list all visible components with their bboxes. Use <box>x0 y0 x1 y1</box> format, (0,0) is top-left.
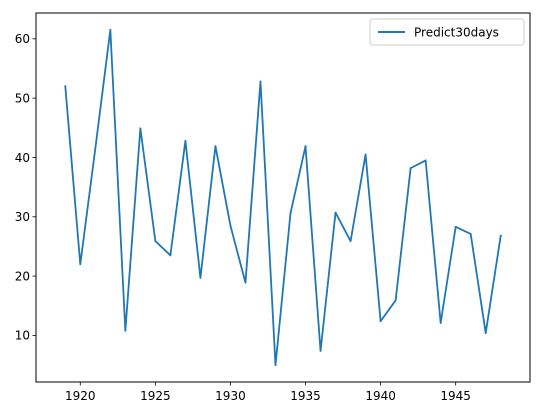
data-point <box>349 240 352 243</box>
data-point <box>214 145 217 148</box>
y-tick-label: 50 <box>15 91 30 105</box>
data-point <box>184 139 187 142</box>
data-point <box>304 145 307 148</box>
y-tick-label: 10 <box>15 329 30 343</box>
y-tick-label: 30 <box>15 210 30 224</box>
data-point <box>229 224 232 227</box>
data-point <box>319 349 322 352</box>
x-tick-label: 1940 <box>365 389 396 403</box>
data-point <box>379 320 382 323</box>
data-point <box>259 80 262 83</box>
data-point <box>469 233 472 235</box>
data-point <box>424 159 427 162</box>
data-point <box>484 332 487 334</box>
series-line-0 <box>64 29 502 366</box>
data-point <box>169 254 172 257</box>
y-tick-label: 60 <box>15 32 30 46</box>
x-tick-label: 1945 <box>440 389 471 403</box>
data-point <box>394 299 397 302</box>
data-point <box>109 29 112 31</box>
y-axis: 10 20 30 40 50 60 <box>15 32 36 343</box>
x-tick-label: 1935 <box>290 389 321 403</box>
data-point <box>334 211 337 214</box>
plot-frame <box>35 12 531 383</box>
x-tick-label: 1930 <box>215 389 246 403</box>
x-tick-label: 1920 <box>65 389 96 403</box>
data-point <box>64 85 67 88</box>
data-point <box>499 234 502 237</box>
data-point <box>244 281 247 284</box>
legend-box <box>369 18 525 46</box>
data-point <box>124 329 127 332</box>
series-layer <box>64 29 502 366</box>
legend-label-predict30days: Predict30days <box>414 26 499 40</box>
data-point <box>409 167 412 170</box>
x-axis: 1920 1925 1930 1935 1940 1945 <box>65 382 471 403</box>
data-point <box>154 240 157 243</box>
y-tick-label: 40 <box>15 151 30 165</box>
x-tick-label: 1925 <box>140 389 171 403</box>
data-point <box>139 127 142 130</box>
data-point <box>454 225 457 228</box>
data-point <box>274 364 277 366</box>
legend: Predict30days <box>369 18 525 46</box>
data-point <box>439 322 442 324</box>
data-point <box>199 276 202 279</box>
data-point <box>364 153 367 156</box>
data-point <box>289 212 292 215</box>
data-point <box>94 147 97 150</box>
y-tick-label: 20 <box>15 269 30 283</box>
data-point <box>79 263 82 266</box>
